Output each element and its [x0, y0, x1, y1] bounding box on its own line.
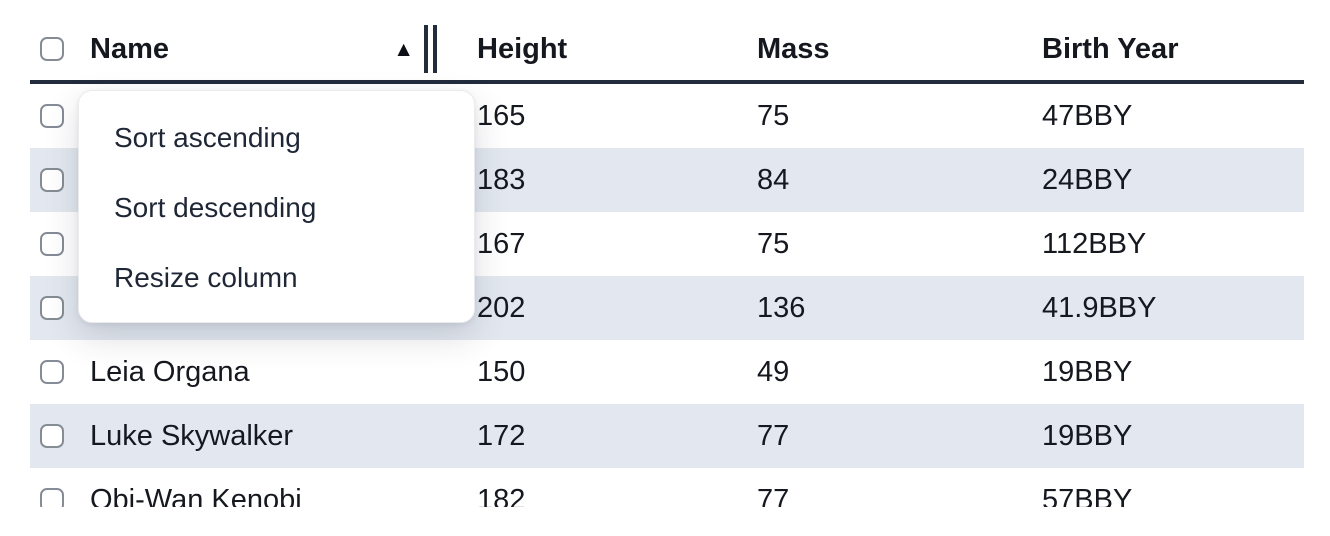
cell-birth-year: 19BBY [1042, 355, 1133, 388]
menu-item-resize-column[interactable]: Resize column [114, 262, 298, 293]
cell-height: 150 [477, 355, 526, 388]
row-checkbox[interactable] [40, 104, 64, 128]
cell-height: 183 [477, 163, 526, 196]
table-row: Leia Organa 150 49 19BBY [30, 340, 1304, 404]
cell-birth-year: 112BBY [1042, 227, 1147, 260]
column-header-mass[interactable]: Mass [757, 32, 830, 65]
cell-mass: 84 [757, 163, 790, 196]
cell-birth-year: 41.9BBY [1042, 291, 1157, 324]
menu-item-sort-descending[interactable]: Sort descending [114, 192, 317, 223]
row-checkbox[interactable] [40, 296, 64, 320]
cell-birth-year: 57BBY [1042, 483, 1133, 508]
cell-mass: 77 [757, 483, 790, 508]
row-checkbox[interactable] [40, 360, 64, 384]
cell-height: 182 [477, 483, 526, 508]
sort-ascending-icon: ▲ [393, 37, 414, 61]
row-checkbox[interactable] [40, 168, 64, 192]
cell-name: Obi-Wan Kenobi [90, 483, 302, 508]
cell-mass: 75 [757, 99, 790, 132]
table-row: Obi-Wan Kenobi 182 77 57BBY [30, 468, 1304, 507]
menu-item-sort-ascending[interactable]: Sort ascending [114, 122, 301, 153]
cell-height: 202 [477, 291, 526, 324]
cell-name: Luke Skywalker [90, 419, 294, 452]
row-checkbox[interactable] [40, 488, 64, 507]
cell-mass: 136 [757, 291, 806, 324]
column-context-menu: Sort ascending Sort descending Resize co… [78, 90, 475, 323]
cell-height: 165 [477, 99, 526, 132]
select-all-checkbox[interactable] [40, 37, 64, 61]
header-select-cell [30, 37, 90, 61]
row-checkbox[interactable] [40, 232, 64, 256]
row-checkbox[interactable] [40, 424, 64, 448]
cell-height: 167 [477, 227, 526, 260]
column-resize-handle[interactable] [424, 25, 437, 73]
column-header-height[interactable]: Height [477, 32, 568, 65]
column-header-name[interactable]: Name [90, 32, 169, 65]
cell-birth-year: 19BBY [1042, 419, 1133, 452]
header-name-cell: Name ▲ [90, 25, 477, 73]
cell-mass: 77 [757, 419, 790, 452]
cell-mass: 49 [757, 355, 790, 388]
cell-name: Leia Organa [90, 355, 250, 388]
column-header-birth-year[interactable]: Birth Year [1042, 32, 1179, 65]
cell-birth-year: 24BBY [1042, 163, 1133, 196]
cell-height: 172 [477, 419, 526, 452]
table-header: Name ▲ Height Mass Birth Year [30, 0, 1304, 84]
cell-mass: 75 [757, 227, 790, 260]
cell-birth-year: 47BBY [1042, 99, 1133, 132]
table-row: Luke Skywalker 172 77 19BBY [30, 404, 1304, 468]
